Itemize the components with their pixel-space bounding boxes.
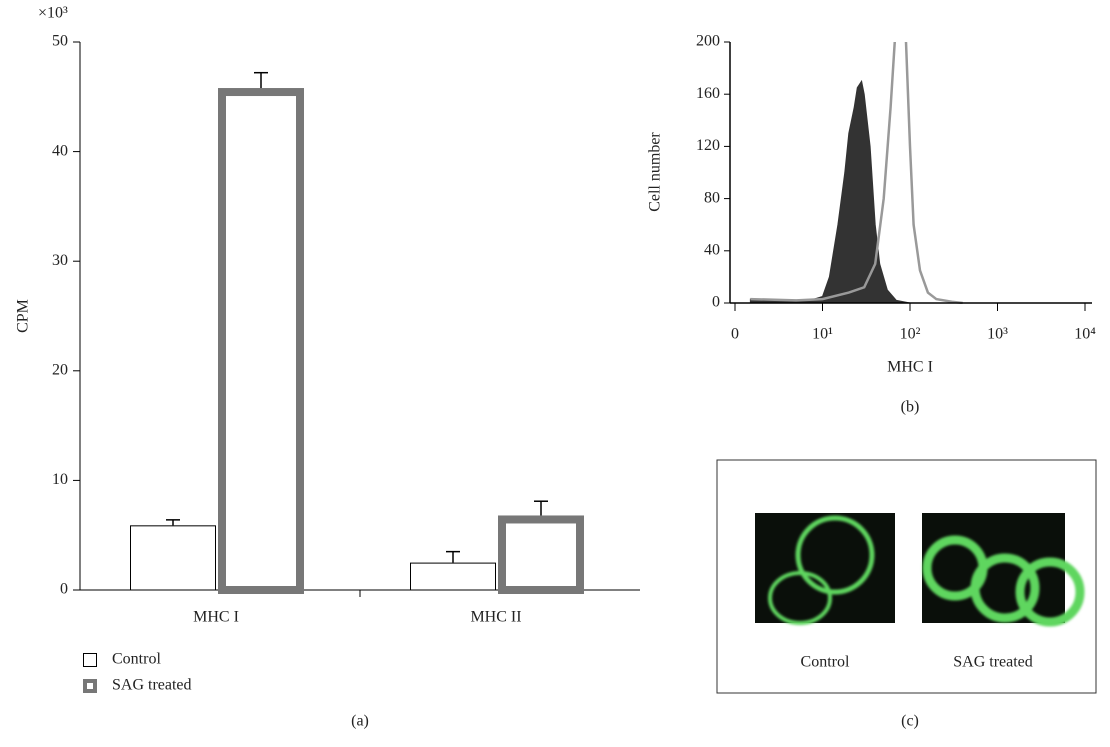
x-tick-label: 10⁴: [1074, 326, 1096, 343]
cells: [922, 535, 1085, 627]
x-tick-label: MHC II: [470, 609, 521, 626]
micrograph: [755, 513, 895, 623]
y-tick-label: 30: [52, 252, 68, 269]
y-tick-label: 160: [696, 85, 720, 102]
y-multiplier: ×10³: [38, 5, 68, 22]
histogram-area: [749, 79, 911, 304]
x-axis-label: MHC I: [887, 359, 933, 376]
error-bar: [446, 550, 460, 563]
panel-caption: (c): [901, 713, 919, 730]
x-tick-label: 10³: [987, 326, 1008, 343]
bar: [130, 525, 216, 591]
legend-label: SAG treated: [112, 677, 192, 694]
y-tick-label: 20: [52, 361, 68, 378]
y-tick-label: 0: [712, 294, 720, 311]
x-tick-label: 0: [731, 326, 739, 343]
error-bar: [254, 71, 268, 89]
y-tick-label: 200: [696, 33, 720, 50]
y-axis-label: Cell number: [647, 132, 664, 212]
plot-area: [749, 42, 963, 304]
image-label: Control: [801, 654, 850, 671]
panel-caption: (b): [901, 399, 920, 416]
y-tick-label: 120: [696, 137, 720, 154]
panel-caption: (a): [351, 713, 369, 730]
error-bar: [534, 500, 548, 516]
y-tick-label: 0: [60, 581, 68, 598]
legend-swatch: [83, 653, 97, 667]
panel-frame: [716, 459, 1097, 694]
bar: [218, 88, 304, 594]
y-tick-label: 80: [704, 189, 720, 206]
y-tick-label: 40: [704, 241, 720, 258]
x-tick-label: MHC I: [193, 609, 239, 626]
legend-swatch: [83, 679, 97, 693]
y-tick-label: 50: [52, 33, 68, 50]
micrograph: [922, 513, 1065, 623]
panel-c: Control SAG treated (c): [716, 459, 1097, 730]
cells: [768, 515, 875, 625]
bar: [498, 515, 584, 594]
legend-label: Control: [112, 651, 161, 668]
y-tick-label: 10: [52, 471, 68, 488]
x-tick-label: 10²: [900, 326, 921, 343]
histogram-line: [750, 42, 963, 304]
error-bar: [166, 519, 180, 526]
x-tick-label: 10¹: [812, 326, 833, 343]
bar: [410, 562, 496, 591]
y-axis-label: CPM: [15, 299, 32, 333]
y-tick-label: 40: [52, 142, 68, 159]
image-label: SAG treated: [953, 654, 1033, 671]
